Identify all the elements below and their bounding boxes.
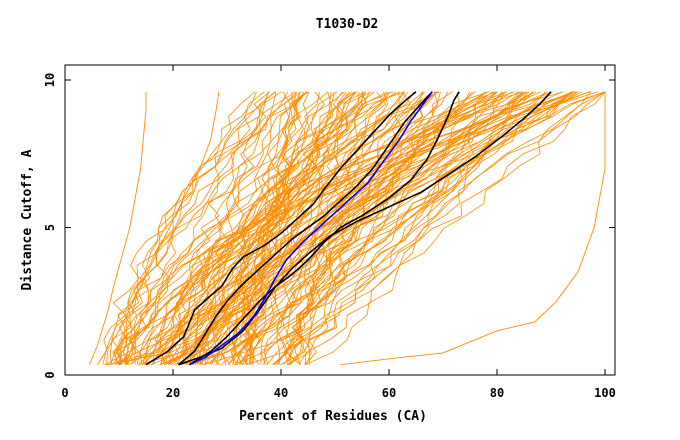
model-curve <box>287 91 504 366</box>
y-axis-label: Distance Cutoff, A <box>20 149 35 290</box>
model-curve <box>250 91 506 365</box>
model-curve <box>235 91 332 366</box>
x-tick-label: 80 <box>490 386 504 400</box>
model-curve <box>272 91 411 365</box>
model-curve <box>112 91 513 365</box>
model-curve <box>298 91 534 365</box>
model-curve <box>203 91 606 366</box>
model-curve <box>119 91 400 365</box>
model-curve <box>107 91 400 366</box>
outlier-model-curve <box>97 91 220 365</box>
model-curve <box>272 91 449 366</box>
model-curve <box>272 91 441 366</box>
x-tick-label: 40 <box>274 386 288 400</box>
model-curve <box>170 91 508 366</box>
model-curve <box>114 91 572 366</box>
model-curve <box>118 91 579 366</box>
model-curve <box>103 91 282 365</box>
model-curve <box>191 91 486 366</box>
model-curve <box>118 91 256 365</box>
black-model-curve <box>178 91 552 366</box>
model-curve <box>175 91 572 366</box>
model-curve <box>179 91 606 366</box>
model-curve <box>246 91 528 366</box>
model-curve <box>116 91 265 365</box>
model-curve <box>276 91 546 365</box>
model-curve <box>120 91 277 365</box>
x-tick-label: 100 <box>594 386 616 400</box>
model-curve <box>263 91 325 365</box>
model-curve <box>147 91 309 365</box>
y-axis-ticks: 0 5 10 <box>43 73 615 379</box>
model-curve <box>114 91 302 365</box>
x-axis-ticks: 0 20 40 60 80 100 <box>61 65 616 400</box>
model-curve <box>169 91 437 365</box>
model-curve <box>110 91 388 365</box>
model-curve <box>152 91 276 365</box>
model-curve <box>211 91 408 365</box>
model-curve <box>227 91 291 365</box>
x-tick-label: 60 <box>382 386 396 400</box>
y-tick-label: 0 <box>43 371 57 378</box>
x-tick-label: 20 <box>166 386 180 400</box>
model-curve <box>204 91 297 365</box>
model-curve <box>102 91 329 365</box>
model-curve <box>159 91 332 366</box>
model-curve <box>263 91 606 365</box>
model-curve <box>194 91 364 365</box>
y-tick-label: 5 <box>43 224 57 231</box>
model-curve <box>117 91 269 366</box>
black-model-curve <box>177 91 433 366</box>
model-curve <box>144 91 301 365</box>
model-curve <box>266 91 573 365</box>
model-curve <box>128 91 257 365</box>
model-curve <box>220 91 424 366</box>
model-curve <box>234 91 524 366</box>
model-curve <box>192 91 439 366</box>
y-tick-label: 10 <box>43 73 57 87</box>
outlier-model-curve <box>340 91 606 366</box>
outlier-model-curve <box>88 91 147 365</box>
model-curve <box>168 91 370 365</box>
model-curve <box>204 91 453 366</box>
model-curve <box>242 91 438 365</box>
model-curve <box>260 91 590 365</box>
x-tick-label: 0 <box>61 386 68 400</box>
model-curve <box>133 91 497 365</box>
blue-model-curve <box>188 91 433 366</box>
model-curve <box>137 91 499 365</box>
model-curve <box>163 91 271 366</box>
model-curve <box>106 91 471 366</box>
model-curve <box>195 91 288 365</box>
black-model-curve <box>145 91 417 366</box>
model-curve <box>206 91 440 365</box>
highlight-lines <box>145 91 552 366</box>
model-curve <box>127 91 599 365</box>
plot-frame <box>64 64 616 376</box>
x-axis-label: Percent of Residues (CA) <box>239 409 427 424</box>
model-curve <box>286 91 572 365</box>
model-curve <box>249 91 489 365</box>
chart-title: T1030-D2 <box>316 17 379 32</box>
